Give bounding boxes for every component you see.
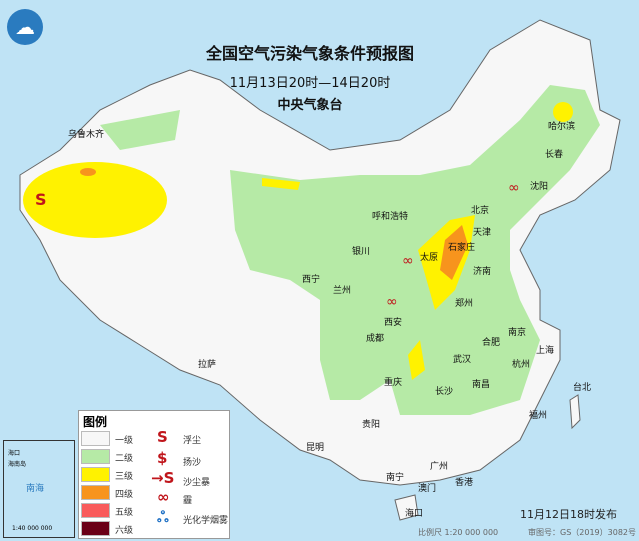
inset-island-label: 海南岛 xyxy=(8,461,27,468)
haze-icon: ∞ xyxy=(508,180,520,196)
level-label: 一级 xyxy=(115,436,134,446)
city-label: 海口 xyxy=(405,509,424,519)
city-label: 长春 xyxy=(545,150,564,160)
issuer: 中央气象台 xyxy=(277,98,343,113)
swatch-level1 xyxy=(81,431,110,446)
level-label: 五级 xyxy=(115,508,134,518)
city-label: 台北 xyxy=(573,383,592,393)
inset-sea-label: 南海 xyxy=(26,484,45,494)
city-label: 石家庄 xyxy=(448,243,476,253)
city-label: 拉萨 xyxy=(198,360,217,370)
city-label: 武汉 xyxy=(453,355,472,365)
city-label: 南京 xyxy=(508,328,527,338)
city-label: 太原 xyxy=(420,253,439,263)
city-label: 成都 xyxy=(366,334,385,344)
level2-region-west xyxy=(100,110,180,150)
city-label: 兰州 xyxy=(333,286,352,296)
level3-region-south xyxy=(408,340,425,380)
forecast-period: 11月13日20时—14日20时 xyxy=(229,76,391,91)
level4-spot-xinjiang xyxy=(80,168,96,176)
inset-scale: 1:40 000 000 xyxy=(12,525,53,532)
swatch-level5 xyxy=(81,503,110,518)
city-label: 乌鲁木齐 xyxy=(68,130,105,140)
city-label: 重庆 xyxy=(384,378,403,388)
legend: 图例 一级 二级 三级 四级 五级 六级 S $ →S ∞ ஃ 浮尘 扬沙 沙尘… xyxy=(78,410,230,539)
inset-city-label: 海口 xyxy=(8,450,21,457)
city-label: 天津 xyxy=(473,228,492,238)
city-label: 呼和浩特 xyxy=(372,212,409,222)
s-arrow-icon: $ xyxy=(157,449,168,467)
phenomenon-label: 沙尘暴 xyxy=(183,478,211,488)
south-china-sea-inset: 南海 海南岛 海口 1:40 000 000 xyxy=(3,440,75,538)
level3-region-harbin xyxy=(553,102,573,122)
city-label: 西宁 xyxy=(302,275,321,285)
swatch-level4 xyxy=(81,485,110,500)
city-label: 郑州 xyxy=(455,299,474,309)
city-label: 福州 xyxy=(529,411,548,421)
phenomenon-label: 光化学烟雾 xyxy=(183,516,229,526)
city-label: 上海 xyxy=(536,346,555,356)
scale-label: 比例尺 1:20 000 000 xyxy=(418,528,499,537)
level-label: 四级 xyxy=(115,490,134,500)
level-label: 六级 xyxy=(115,526,134,536)
haze-icon: ∞ xyxy=(402,253,414,269)
level3-region-xinjiang xyxy=(23,162,167,238)
legend-title: 图例 xyxy=(83,415,108,429)
issue-time: 11月12日18时发布 xyxy=(520,508,617,521)
phenomenon-label: 霾 xyxy=(183,496,193,506)
city-label: 杭州 xyxy=(512,360,531,370)
city-label: 广州 xyxy=(430,462,449,472)
phenomenon-label: 浮尘 xyxy=(183,436,202,446)
city-label: 银川 xyxy=(352,247,371,257)
city-label: 沈阳 xyxy=(530,182,549,192)
city-label: 北京 xyxy=(471,206,490,216)
taiwan xyxy=(569,394,581,430)
level-label: 三级 xyxy=(115,472,134,482)
three-rings-icon: ஃ xyxy=(157,508,169,526)
infinity-haze-icon: ∞ xyxy=(157,488,170,506)
city-label: 济南 xyxy=(473,267,492,277)
map-approval-number: 审图号：GS（2019）3082号 xyxy=(528,528,636,537)
level2-region-north xyxy=(230,85,600,415)
s-icon: S xyxy=(157,428,168,446)
city-label: 西安 xyxy=(384,318,403,328)
swatch-level3 xyxy=(81,467,110,482)
swatch-level6 xyxy=(81,521,110,536)
city-label: 澳门 xyxy=(418,484,437,494)
phenomenon-label: 扬沙 xyxy=(183,458,202,468)
city-label: 香港 xyxy=(455,478,474,488)
map-title: 全国空气污染气象条件预报图 xyxy=(205,44,414,63)
city-label: 昆明 xyxy=(306,443,325,453)
city-label: 南昌 xyxy=(472,380,491,390)
city-label: 哈尔滨 xyxy=(548,122,576,132)
swatch-level2 xyxy=(81,449,110,464)
level3-region-border xyxy=(262,178,300,190)
s-arrow-storm-icon: →S xyxy=(151,469,175,487)
hainan xyxy=(394,494,419,521)
city-label: 贵阳 xyxy=(362,420,381,430)
city-label: 南宁 xyxy=(386,473,405,483)
cma-logo: ☁ xyxy=(7,9,43,45)
city-label: 合肥 xyxy=(482,338,501,348)
haze-icon: ∞ xyxy=(386,294,398,310)
city-label: 长沙 xyxy=(435,387,454,397)
level-label: 二级 xyxy=(115,454,134,464)
dust-symbol: S xyxy=(35,190,47,209)
level4-region-north-china xyxy=(440,225,468,280)
